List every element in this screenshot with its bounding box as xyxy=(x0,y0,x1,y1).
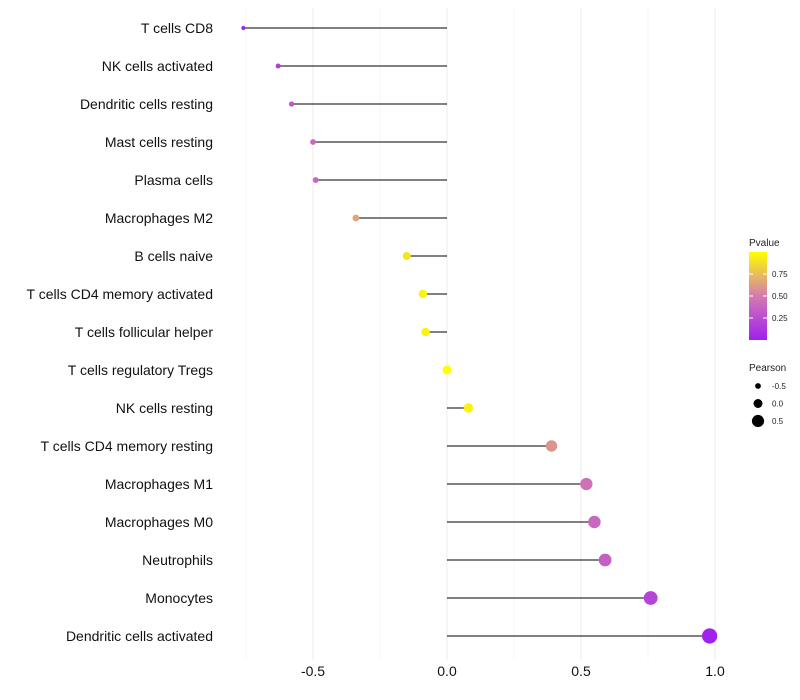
point-6 xyxy=(402,251,411,261)
grid-lines xyxy=(245,8,716,660)
legend-color-tick-label-0: 0.75 xyxy=(772,270,788,279)
x-tick-label-2: 0.5 xyxy=(571,663,591,679)
x-tick-label-0: -0.5 xyxy=(301,663,325,679)
category-label-14: Neutrophils xyxy=(142,552,213,568)
legend-color-tick-label-2: 0.25 xyxy=(772,314,788,323)
point-0 xyxy=(241,25,246,31)
legend-color-bar xyxy=(749,252,767,340)
legend-size-dot-0 xyxy=(755,383,761,389)
x-axis-ticks: -0.5 0.0 0.5 1.0 xyxy=(301,663,725,679)
category-label-2: Dendritic cells resting xyxy=(80,96,213,112)
legend-size-dot-2 xyxy=(751,414,765,428)
point-4 xyxy=(312,177,319,183)
point-1 xyxy=(275,63,281,69)
point-11 xyxy=(545,440,558,452)
category-label-10: NK cells resting xyxy=(116,400,213,416)
category-label-11: T cells CD4 memory resting xyxy=(41,438,213,454)
legend-size-title: Pearson xyxy=(749,363,786,374)
category-label-3: Mast cells resting xyxy=(105,134,213,150)
point-16 xyxy=(702,628,718,644)
point-9 xyxy=(442,365,452,375)
legend-color-title: Pvalue xyxy=(749,238,780,249)
point-14 xyxy=(598,553,612,567)
x-tick-label-1: 0.0 xyxy=(437,663,457,679)
legend-size-label-0: -0.5 xyxy=(772,382,786,391)
category-label-4: Plasma cells xyxy=(134,172,213,188)
legend-color-tick-label-1: 0.50 xyxy=(772,292,788,301)
legend-size-dot-1 xyxy=(753,399,763,408)
lollipop-points xyxy=(241,25,718,644)
point-3 xyxy=(310,139,316,145)
point-12 xyxy=(580,477,593,491)
category-label-12: Macrophages M1 xyxy=(105,476,213,492)
lollipop-stems xyxy=(243,27,710,637)
category-label-7: T cells CD4 memory activated xyxy=(27,286,213,302)
category-label-1: NK cells activated xyxy=(102,58,213,74)
category-label-13: Macrophages M0 xyxy=(105,514,213,530)
category-label-9: T cells regulatory Tregs xyxy=(68,362,213,378)
legend: Pvalue 0.75 0.50 0.25 Pearson -0.5 0.0 0.5 xyxy=(749,238,788,428)
legend-size-label-1: 0.0 xyxy=(772,400,784,409)
legend-size-items: -0.5 0.0 0.5 xyxy=(751,382,786,428)
point-2 xyxy=(288,101,295,107)
x-tick-label-3: 1.0 xyxy=(705,663,725,679)
legend-size-label-2: 0.5 xyxy=(772,417,784,426)
category-label-5: Macrophages M2 xyxy=(105,210,213,226)
legend-color-ticks: 0.75 0.50 0.25 xyxy=(749,270,788,323)
point-10 xyxy=(463,403,474,413)
category-label-16: Dendritic cells activated xyxy=(66,628,213,644)
point-7 xyxy=(418,289,428,299)
point-13 xyxy=(588,515,601,529)
category-labels: T cells CD8 NK cells activated Dendritic c… xyxy=(27,20,214,644)
point-5 xyxy=(352,214,360,222)
category-label-15: Monocytes xyxy=(145,590,213,606)
category-label-6: B cells naive xyxy=(134,248,213,264)
point-8 xyxy=(421,327,430,337)
point-15 xyxy=(643,591,658,605)
category-label-0: T cells CD8 xyxy=(141,20,213,36)
category-label-8: T cells follicular helper xyxy=(75,324,214,340)
